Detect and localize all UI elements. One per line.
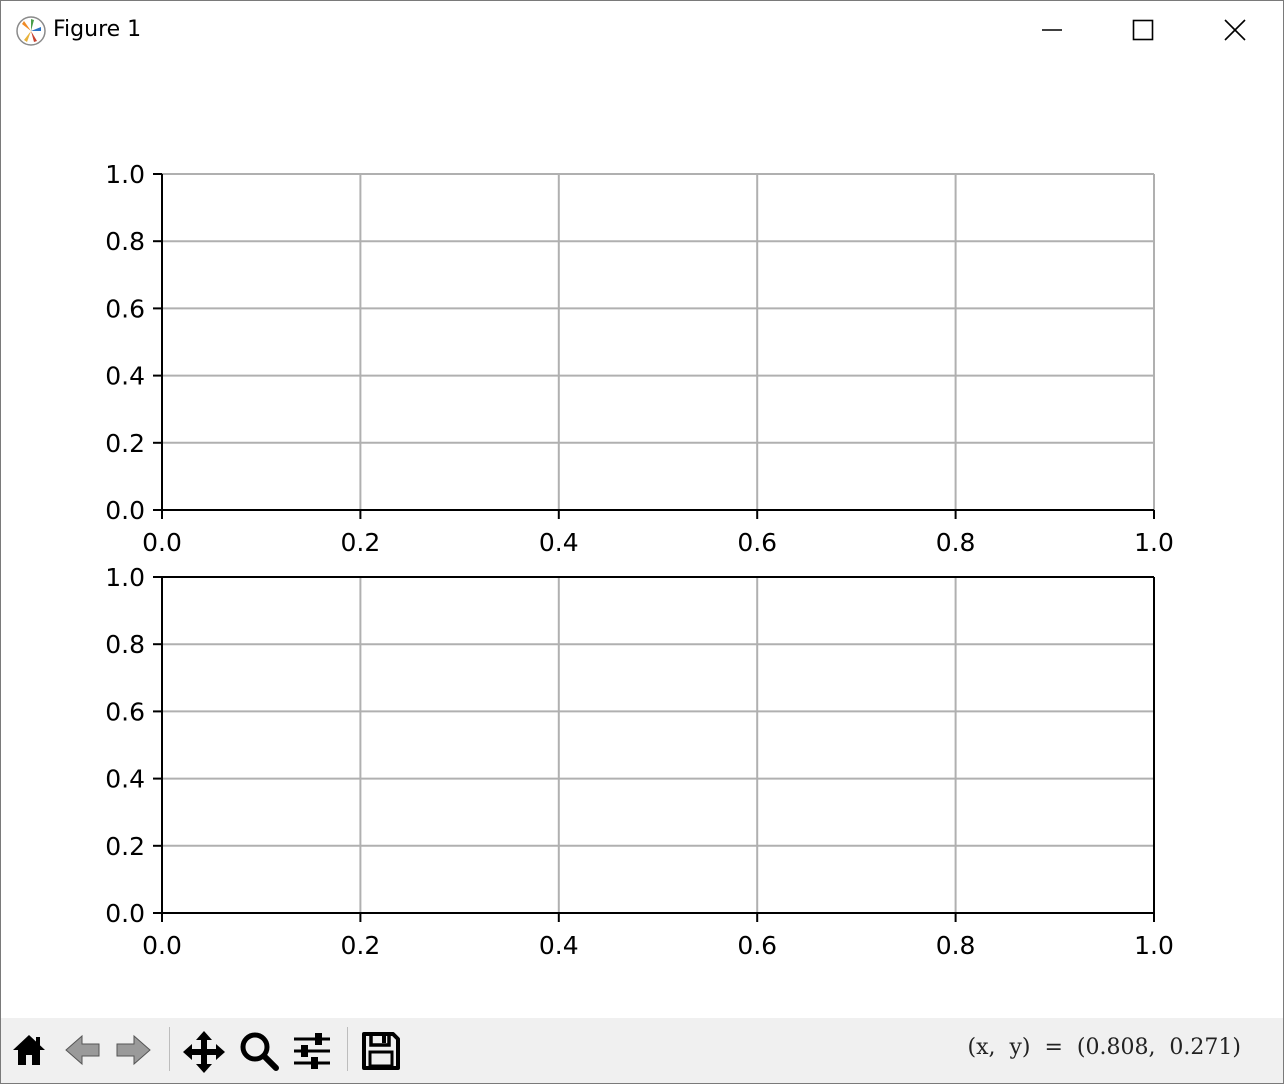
maximize-icon [1132,19,1154,41]
x-tick-label: 0.0 [142,931,182,960]
x-tick-label: 0.2 [341,931,381,960]
figure-canvas[interactable]: 0.0 0.2 0.4 0.6 0.8 1.0 0.0 0.2 0.4 0.6 0.8 1.0 0.0… [1,58,1283,1016]
pan-button[interactable] [179,1026,225,1074]
x-tick-label: 0.6 [737,931,777,960]
minimize-icon [1042,29,1062,31]
x-tick-label: 1.0 [1134,528,1174,557]
toolbar-separator [347,1027,348,1071]
maximize-button[interactable] [1113,7,1173,53]
y-tick-label: 0.8 [105,227,145,256]
bottom-axes[interactable]: 0.0 0.2 0.4 0.6 0.8 1.0 0.0 0.2 0.4 0.6 0.8 1.0 [105,563,1174,960]
zoom-button[interactable] [235,1026,281,1074]
minimize-button[interactable] [1022,7,1082,53]
close-icon [1224,19,1246,41]
close-button[interactable] [1205,7,1265,53]
y-tick-label: 0.4 [105,362,145,391]
x-tick-label: 0.4 [539,528,579,557]
x-tick-label: 0.8 [936,931,976,960]
y-tick-label: 1.0 [105,160,145,189]
forward-button[interactable] [110,1026,156,1074]
title-bar[interactable]: Figure 1 [1,1,1283,58]
navigation-toolbar: (x, y) = (0.808, 0.271) [1,1018,1283,1083]
y-tick-label: 0.0 [105,899,145,928]
x-tick-label: 1.0 [1134,931,1174,960]
home-icon [13,1035,45,1065]
cursor-coordinates: (x, y) = (0.808, 0.271) [967,1035,1242,1060]
right-arrow-icon [116,1034,151,1066]
y-tick-label: 1.0 [105,563,145,592]
configure-subplots-button[interactable] [288,1026,334,1074]
home-button[interactable] [6,1026,52,1074]
toolbar-separator [169,1027,170,1071]
x-tick-label: 0.0 [142,528,182,557]
move-icon [183,1031,225,1073]
x-tick-label: 0.4 [539,931,579,960]
left-arrow-icon [65,1034,100,1066]
matplotlib-logo-icon [16,16,46,46]
y-tick-label: 0.2 [105,832,145,861]
back-button[interactable] [60,1026,106,1074]
window-title: Figure 1 [53,17,142,42]
y-tick-label: 0.6 [105,697,145,726]
save-button[interactable] [357,1026,403,1074]
y-tick-label: 0.2 [105,429,145,458]
top-axes[interactable]: 0.0 0.2 0.4 0.6 0.8 1.0 0.0 0.2 0.4 0.6 0.8 1.0 [105,160,1174,557]
y-tick-label: 0.4 [105,765,145,794]
floppy-disk-icon [362,1032,400,1070]
y-tick-label: 0.0 [105,496,145,525]
x-tick-label: 0.6 [737,528,777,557]
magnifier-icon [240,1032,279,1071]
y-tick-label: 0.8 [105,630,145,659]
x-tick-label: 0.8 [936,528,976,557]
x-tick-label: 0.2 [341,528,381,557]
sliders-icon [294,1033,330,1069]
y-tick-label: 0.6 [105,294,145,323]
